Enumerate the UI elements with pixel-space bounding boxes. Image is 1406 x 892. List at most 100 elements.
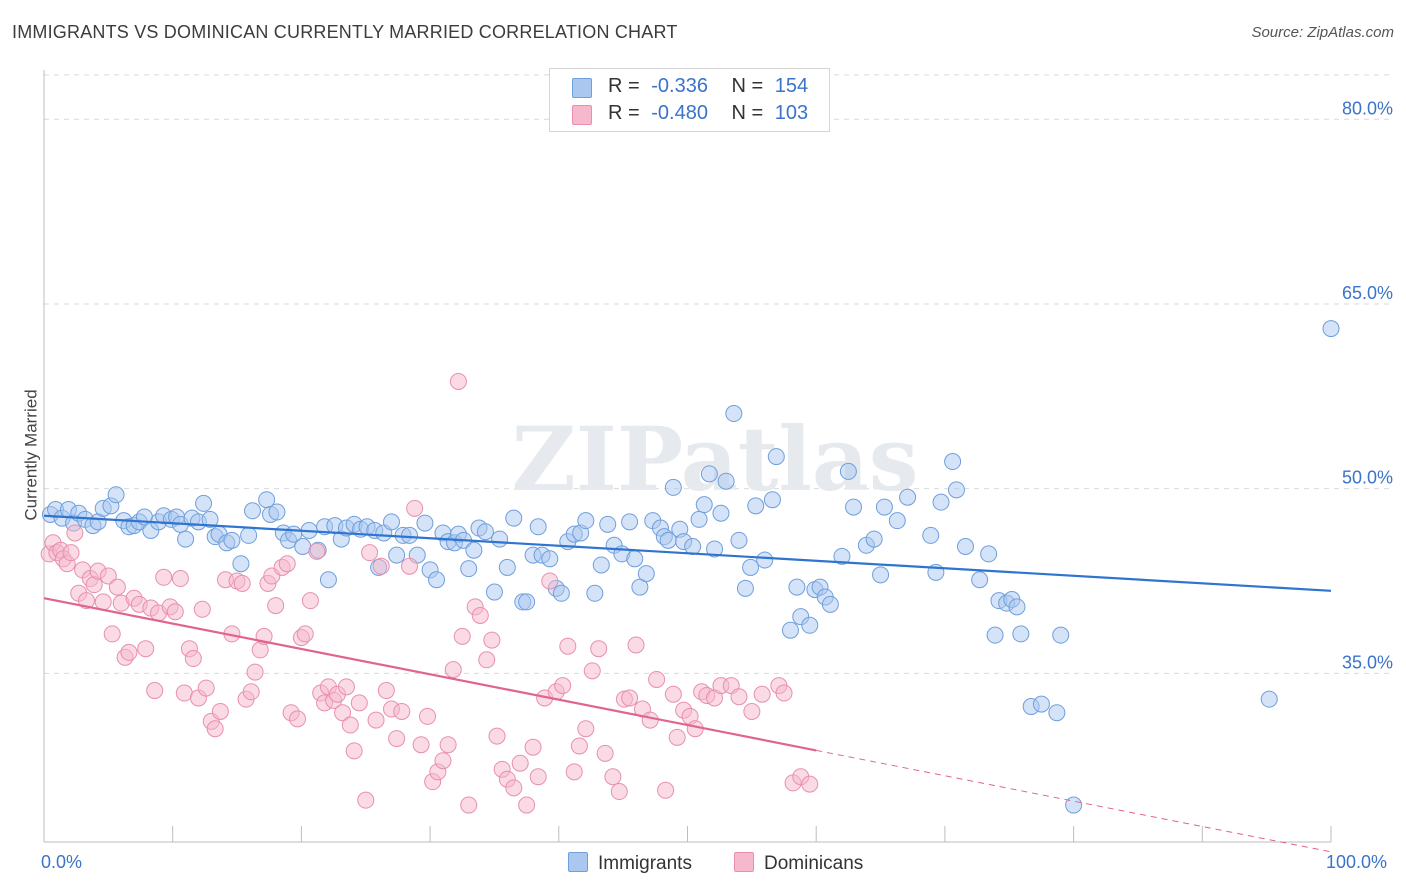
dominicans-point xyxy=(541,572,559,590)
immigrants-swatch xyxy=(572,78,592,98)
dominicans-point xyxy=(460,796,478,814)
x-tick-label-max: 100.0% xyxy=(1326,852,1388,872)
immigrants-point xyxy=(460,560,478,578)
immigrants-point xyxy=(839,462,857,480)
immigrants-point xyxy=(294,537,312,555)
dominicans-point xyxy=(278,555,296,573)
dominicans-point xyxy=(99,567,117,585)
immigrants-point xyxy=(465,541,483,559)
axes xyxy=(43,70,1332,843)
y-tick-label: 35.0% xyxy=(1342,652,1393,672)
immigrants-point xyxy=(690,510,708,528)
immigrants-point xyxy=(833,547,851,565)
dominicans-point xyxy=(668,728,686,746)
immigrants-point xyxy=(223,531,241,549)
bottom-legend-immigrants[interactable]: Immigrants xyxy=(568,852,692,875)
dominicans-point xyxy=(449,373,467,391)
dominicans-point xyxy=(393,702,411,720)
dominicans-r-value: -0.480 xyxy=(651,102,708,124)
immigrants-point xyxy=(621,513,639,531)
immigrants-point xyxy=(788,578,806,596)
dominicans-point xyxy=(505,779,523,797)
immigrants-point xyxy=(695,496,713,514)
dominicans-point xyxy=(801,775,819,793)
y-tick-label: 50.0% xyxy=(1342,468,1393,488)
immigrants-point xyxy=(742,558,760,576)
dominicans-point xyxy=(155,568,173,586)
dominicans-swatch xyxy=(572,105,592,125)
immigrants-point xyxy=(956,537,974,555)
dominicans-point xyxy=(621,689,639,707)
dominicans-point xyxy=(657,781,675,799)
immigrants-point xyxy=(684,537,702,555)
dominicans-point xyxy=(590,640,608,658)
immigrants-trend-line xyxy=(43,514,1332,592)
immigrants-point xyxy=(712,504,730,522)
immigrants-point xyxy=(725,405,743,423)
dominicans-point xyxy=(103,625,121,643)
immigrants-point xyxy=(485,583,503,601)
x-tick-label-min: 0.0% xyxy=(41,852,83,872)
immigrants-point xyxy=(529,518,547,536)
immigrants-point xyxy=(706,540,724,558)
immigrants-point xyxy=(1052,626,1070,644)
dominicans-point xyxy=(478,651,496,669)
dominicans-point xyxy=(419,707,437,725)
immigrants-point xyxy=(541,550,559,568)
dominicans-point xyxy=(233,574,251,592)
dominicans-point xyxy=(511,754,529,772)
bottom-legend-dominicans[interactable]: Dominicans xyxy=(734,852,863,875)
dominicans-point xyxy=(108,578,126,596)
immigrants-point xyxy=(586,584,604,602)
trend-lines xyxy=(43,514,1332,853)
dominicans-point xyxy=(554,677,572,695)
immigrants-point xyxy=(736,579,754,597)
dominicans-point xyxy=(193,600,211,618)
dominicans-point xyxy=(184,650,202,668)
dominicans-point xyxy=(488,727,506,745)
dominicans-point xyxy=(175,684,193,702)
dominicans-point xyxy=(518,796,536,814)
immigrants-point xyxy=(756,551,774,569)
dominicans-point xyxy=(648,670,666,688)
dominicans-point xyxy=(529,768,547,786)
dominicans-point xyxy=(483,631,501,649)
dominicans-trend-line xyxy=(43,597,817,752)
immigrants-point xyxy=(240,526,258,544)
immigrants-point xyxy=(845,498,863,516)
immigrants-point xyxy=(1322,320,1340,338)
immigrants-point xyxy=(875,498,893,516)
dominicans-point xyxy=(267,597,285,615)
immigrants-legend-label: Immigrants xyxy=(598,853,692,874)
immigrants-point xyxy=(899,488,917,506)
dominicans-point xyxy=(372,557,390,575)
dominicans-point xyxy=(401,557,419,575)
dominicans-point xyxy=(296,625,314,643)
chart-title: IMMIGRANTS VS DOMINICAN CURRENTLY MARRIE… xyxy=(12,22,678,42)
immigrants-point xyxy=(518,593,536,611)
immigrants-point xyxy=(401,526,419,544)
immigrants-point xyxy=(491,530,509,548)
dominicans-point xyxy=(412,736,430,754)
dominicans-point xyxy=(453,627,471,645)
immigrants-point xyxy=(552,584,570,602)
dominicans-point xyxy=(308,542,326,560)
immigrants-point xyxy=(947,481,965,499)
dominicans-point xyxy=(334,704,352,722)
dominicans-point xyxy=(345,742,363,760)
immigrants-point xyxy=(268,503,286,521)
dominicans-point xyxy=(357,791,375,809)
immigrants-point xyxy=(476,523,494,541)
dominicans-point xyxy=(289,710,307,728)
immigrants-point xyxy=(626,550,644,568)
dominicans-point xyxy=(434,752,452,770)
dominicans-point xyxy=(641,711,659,729)
dominicans-point xyxy=(94,593,112,611)
y-axis-label: Currently Married xyxy=(21,389,41,521)
dominicans-point xyxy=(171,570,189,588)
watermark: ZIPatlas xyxy=(512,407,919,511)
immigrants-point xyxy=(201,510,219,528)
immigrants-point xyxy=(599,515,617,533)
y-tick-labels: 35.0% 50.0% 65.0% 80.0% xyxy=(1342,98,1393,672)
immigrants-r-value: -0.336 xyxy=(651,75,708,97)
